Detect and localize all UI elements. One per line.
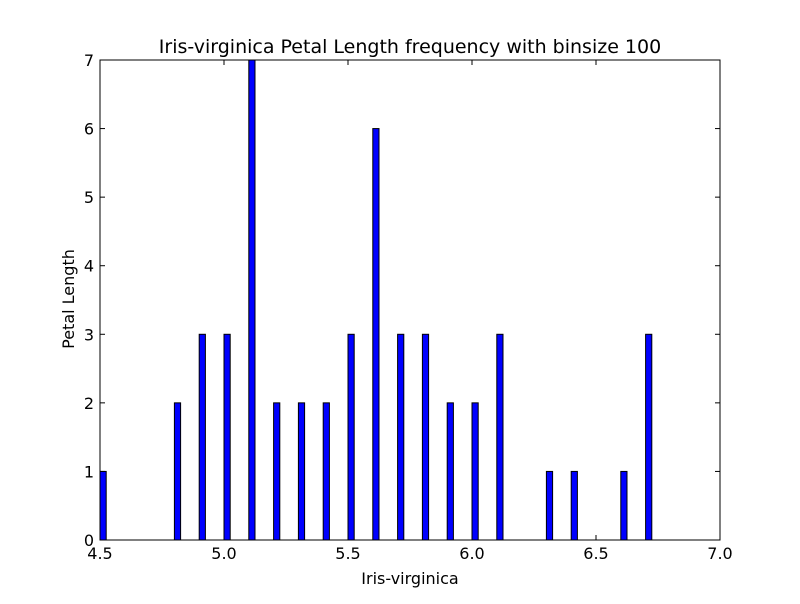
x-tick-label: 4.5 xyxy=(87,544,112,563)
histogram-bar xyxy=(645,333,653,541)
y-tick-label: 4 xyxy=(84,257,94,276)
bars-group xyxy=(99,59,653,541)
histogram-bar xyxy=(496,333,504,541)
histogram-bar xyxy=(198,333,206,541)
histogram-bar xyxy=(397,333,405,541)
histogram-bar xyxy=(347,333,355,541)
histogram-bar xyxy=(620,470,628,541)
histogram-bar xyxy=(372,128,380,541)
histogram-bar xyxy=(421,333,430,541)
plot-frame xyxy=(99,59,721,541)
histogram-bar xyxy=(297,402,306,541)
histogram-bar xyxy=(173,402,182,541)
y-tick-label: 5 xyxy=(84,188,94,207)
ticks-group: 4.5 5.0 5.5 6.0 6.5 7.0 0 1 2 3 4 5 6 7 xyxy=(84,51,733,563)
x-axis-label: Iris-virginica xyxy=(361,569,458,588)
x-tick-label: 5.5 xyxy=(335,544,360,563)
y-tick-label: 7 xyxy=(84,51,94,70)
histogram-bar xyxy=(446,402,454,541)
chart-title: Iris-virginica Petal Length frequency wi… xyxy=(159,36,661,58)
y-tick-label: 2 xyxy=(84,394,94,413)
x-tick-label: 6.5 xyxy=(583,544,608,563)
y-tick-label: 6 xyxy=(84,120,94,139)
histogram-bar xyxy=(273,402,281,541)
histogram-bar xyxy=(322,402,330,541)
histogram-bar xyxy=(99,470,107,541)
y-tick-label: 3 xyxy=(84,325,94,344)
histogram-bar xyxy=(570,470,578,541)
y-tick-label: 0 xyxy=(84,531,94,550)
x-tick-label: 6.0 xyxy=(459,544,484,563)
histogram-bar xyxy=(223,333,231,541)
y-axis-label: Petal Length xyxy=(59,249,78,349)
y-tick-label: 1 xyxy=(84,462,94,481)
histogram-bar xyxy=(471,402,479,541)
x-tick-label: 7.0 xyxy=(707,544,732,563)
histogram-bar xyxy=(248,59,256,541)
histogram-bar xyxy=(545,470,554,541)
x-tick-label: 5.0 xyxy=(211,544,236,563)
